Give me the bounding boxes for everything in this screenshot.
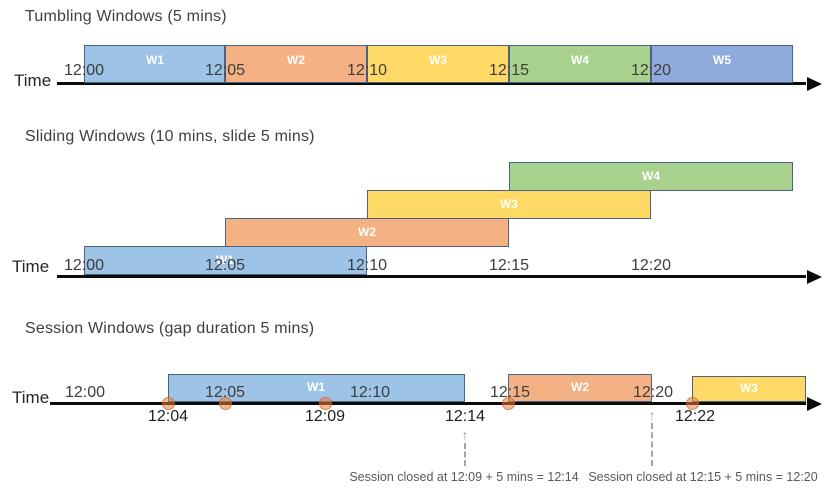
sliding-window-w3 <box>367 190 651 219</box>
tumbling-timeline-axis <box>57 82 806 85</box>
session-timeline-arrowhead-icon <box>807 396 822 411</box>
session-window-w2 <box>508 374 652 402</box>
session-time-axis-label: Time <box>12 388 50 407</box>
session-annotation-0: Session closed at 12:09 + 5 mins = 12:14 <box>349 470 579 484</box>
sliding-window-w3-label: W3 <box>500 197 518 211</box>
session-window-w3 <box>692 376 806 402</box>
sliding-window-w4 <box>509 162 793 191</box>
sliding-timeline-arrowhead-icon <box>807 269 822 284</box>
sliding-window-w2-label: W2 <box>358 225 376 239</box>
session-event-dot-4 <box>685 397 699 410</box>
session-window-w1-label: W1 <box>307 380 325 394</box>
tumbling-window-w5-label: W5 <box>713 53 731 67</box>
sliding-axis-label-3: 12:15 <box>488 257 530 274</box>
session-annotation-arrow-stem-1 <box>651 423 653 466</box>
sliding-window-w4-label: W4 <box>642 169 660 183</box>
session-axis-label-0: 12:00 <box>64 384 106 401</box>
sliding-window-w1-label: W1 <box>216 253 234 267</box>
session-annotation-arrowhead-icon-1: ↑ <box>648 407 656 423</box>
tumbling-window-w2-label: W2 <box>287 53 305 67</box>
tumbling-time-axis-label: Time <box>14 71 52 90</box>
session-event-time-label-1: 12:09 <box>304 408 346 425</box>
session-axis-label-3: 12:15 <box>489 384 531 401</box>
sliding-timeline-axis <box>57 275 806 278</box>
tumbling-axis-label-3: 12:15 <box>488 62 530 79</box>
sliding-title: Sliding Windows (10 mins, slide 5 mins) <box>25 128 315 145</box>
session-annotation-arrowhead-icon-0: ↑ <box>461 427 469 443</box>
session-window-w2-label: W2 <box>571 380 589 394</box>
tumbling-window-w1 <box>84 45 225 83</box>
session-event-time-label-2: 12:14 <box>444 408 486 425</box>
tumbling-window-w2 <box>225 45 367 83</box>
sliding-axis-label-0: 12:00 <box>63 257 105 274</box>
session-event-dot-0 <box>161 397 175 410</box>
tumbling-window-w3 <box>367 45 509 83</box>
sliding-axis-label-4: 12:20 <box>630 257 672 274</box>
tumbling-title: Tumbling Windows (5 mins) <box>25 8 227 25</box>
sliding-window-w2 <box>225 218 509 247</box>
tumbling-window-w1-label: W1 <box>146 53 164 67</box>
session-event-dot-3 <box>501 397 515 410</box>
sliding-axis-label-1: 12:05 <box>204 257 246 274</box>
session-title: Session Windows (gap duration 5 mins) <box>25 320 315 337</box>
tumbling-axis-label-4: 12:20 <box>630 62 672 79</box>
session-axis-label-2: 12:10 <box>349 384 391 401</box>
session-event-dot-1 <box>218 397 232 410</box>
tumbling-window-w5 <box>651 45 793 83</box>
session-annotation-1: Session closed at 12:15 + 5 mins = 12:20 <box>588 470 818 484</box>
session-event-time-label-3: 12:22 <box>674 408 716 425</box>
tumbling-window-w4 <box>509 45 651 83</box>
tumbling-axis-label-1: 12:05 <box>204 62 246 79</box>
session-event-dot-2 <box>318 397 332 410</box>
tumbling-window-w4-label: W4 <box>571 53 589 67</box>
session-window-w1 <box>168 374 465 402</box>
session-axis-label-4: 12:20 <box>632 384 674 401</box>
sliding-time-axis-label: Time <box>12 257 50 276</box>
session-event-time-label-0: 12:04 <box>147 408 189 425</box>
session-timeline-axis <box>50 402 806 405</box>
session-axis-label-1: 12:05 <box>204 384 246 401</box>
session-annotation-arrow-stem-0 <box>464 443 466 466</box>
session-window-w3-label: W3 <box>740 381 758 395</box>
tumbling-timeline-arrowhead-icon <box>807 76 822 91</box>
tumbling-axis-label-2: 12:10 <box>346 62 388 79</box>
tumbling-window-w3-label: W3 <box>429 53 447 67</box>
sliding-window-w1 <box>84 246 367 275</box>
tumbling-axis-label-0: 12:00 <box>63 62 105 79</box>
sliding-axis-label-2: 12:10 <box>346 257 388 274</box>
